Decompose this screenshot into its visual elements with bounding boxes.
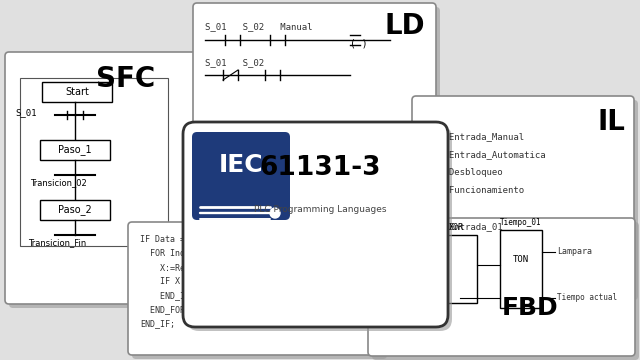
Text: END_IF;: END_IF; [140,319,175,328]
FancyBboxPatch shape [416,100,638,300]
Text: AND  Desbloqueo: AND Desbloqueo [422,168,502,177]
FancyBboxPatch shape [183,122,448,327]
Text: IF X > 2500 THEN Alarma:=TRUE;: IF X > 2500 THEN Alarma:=TRUE; [140,277,310,286]
Text: IL: IL [597,108,625,136]
Text: Tiempo_01: Tiempo_01 [500,218,542,227]
Text: END_FOR;: END_FOR; [140,305,190,314]
Text: LD   Entrada_Manual: LD Entrada_Manual [422,132,524,141]
Text: Start: Start [65,87,89,97]
Text: S_01   S_02   Manual: S_01 S_02 Manual [205,22,312,31]
Bar [40,140,110,160]
FancyBboxPatch shape [187,126,452,331]
Text: TON: TON [513,256,529,265]
FancyBboxPatch shape [192,132,290,220]
FancyBboxPatch shape [5,52,205,304]
FancyBboxPatch shape [197,7,440,155]
Text: ST   Funcionamiento: ST Funcionamiento [422,186,524,195]
Bar [20,78,168,246]
Text: SFC: SFC [96,65,155,93]
Text: Transicion_02: Transicion_02 [30,178,87,187]
Text: S_01   S_02: S_01 S_02 [205,58,264,67]
Text: LD: LD [385,12,425,40]
FancyBboxPatch shape [372,222,639,360]
FancyBboxPatch shape [132,226,387,359]
Text: Paso_1: Paso_1 [58,145,92,156]
Bar [42,82,112,102]
Text: XOR: XOR [449,223,463,232]
Text: X:=Read_Data(Datenfeld[Index]);: X:=Read_Data(Datenfeld[Index]); [140,263,315,272]
Text: S_01: S_01 [392,240,412,249]
Bar [500,230,542,308]
Text: Transicion_Fin: Transicion_Fin [28,238,86,247]
Text: S_03: S_03 [392,280,412,289]
Text: ST: ST [335,300,370,324]
FancyBboxPatch shape [193,3,436,151]
Text: IF Data = "EOF" THEN: IF Data = "EOF" THEN [140,235,240,244]
Bar [40,200,110,220]
FancyBboxPatch shape [9,56,209,308]
Text: 61131-3: 61131-3 [259,155,381,181]
Text: ( ): ( ) [350,38,367,48]
Text: Tiempo actual: Tiempo actual [557,293,617,302]
FancyBboxPatch shape [368,218,635,356]
Text: Paso_2: Paso_2 [58,204,92,215]
Text: FOR Index:=1 TO 128 DO: FOR Index:=1 TO 128 DO [140,249,260,258]
FancyBboxPatch shape [412,96,634,296]
Text: OR   Entrada_Automatica: OR Entrada_Automatica [422,150,546,159]
Text: FBD: FBD [502,296,558,320]
FancyBboxPatch shape [128,222,383,355]
Bar [435,235,477,303]
Text: LD   Entrada_01: LD Entrada_01 [422,222,502,231]
Circle shape [270,208,280,218]
Text: END_IF;: END_IF; [140,291,195,300]
Text: S_01: S_01 [15,108,36,117]
Text: Lampara: Lampara [557,248,592,256]
Text: IEC: IEC [219,153,263,177]
Text: T#12s400ms: T#12s400ms [392,296,438,305]
FancyBboxPatch shape [178,118,450,336]
Text: S_02: S_02 [392,261,412,270]
Text: PLC Programming Languages: PLC Programming Languages [253,206,387,215]
